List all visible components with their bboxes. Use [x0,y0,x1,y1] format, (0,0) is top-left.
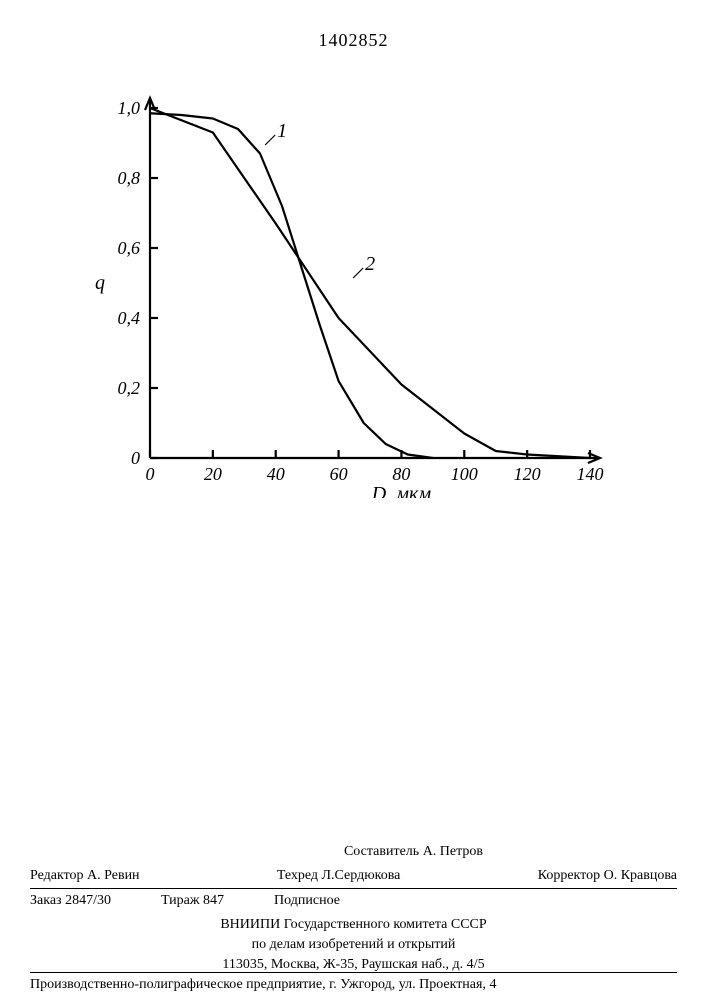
svg-text:20: 20 [204,464,222,484]
editor-cell: Редактор А. Ревин [30,868,140,884]
corrector-label: Корректор [538,868,600,883]
chart-container: 0 0,2 0,4 0,6 0,8 1,0 0 20 40 60 80 100 120 140 q D, мк… [75,78,615,503]
line-chart: 0 0,2 0,4 0,6 0,8 1,0 0 20 40 60 80 100 120 140 q D, мк… [75,78,615,498]
order-label: Заказ [30,893,62,908]
order-value: 2847/30 [65,893,111,908]
compiler-name: А. Петров [423,844,483,859]
document-number: 1402852 [0,30,707,51]
footer-org-1: ВНИИПИ Государственного комитета СССР [30,913,677,937]
svg-text:1,0: 1,0 [118,98,141,118]
footer-bottom: Производственно-полиграфическое предприя… [30,972,677,993]
svg-text:q: q [95,272,105,294]
svg-text:0: 0 [131,448,140,468]
tech-name: Л.Сердюкова [322,868,401,883]
svg-text:D, мкм: D, мкм [371,483,432,498]
sub-cell: Подписное [274,893,340,909]
svg-text:120: 120 [514,464,541,484]
tech-cell: Техред Л.Сердюкова [277,868,401,884]
footer-org-2: по делам изобретений и открытий [30,937,677,957]
svg-text:2: 2 [365,253,375,275]
svg-text:0: 0 [146,464,155,484]
svg-text:0,2: 0,2 [118,378,141,398]
footer-row-order: Заказ 2847/30 Тираж 847 Подписное [30,889,677,913]
editor-label: Редактор [30,868,84,883]
svg-text:0,4: 0,4 [118,308,141,328]
svg-text:80: 80 [392,464,410,484]
editor-name: А. Ревин [87,868,140,883]
footer-row-credits: Редактор А. Ревин Техред Л.Сердюкова Кор… [30,864,677,889]
corrector-cell: Корректор О. Кравцова [538,868,677,884]
order-cell: Заказ 2847/30 [30,893,111,909]
tirazh-cell: Тираж 847 [161,893,224,909]
tech-label: Техред [277,868,318,883]
footer-block: Составитель А. Петров Редактор А. Ревин … [30,840,677,977]
corrector-name: О. Кравцова [604,868,677,883]
page: 1402852 0 0,2 0,4 0,6 0,8 1,0 0 20 40 60 80 100 120 1… [0,0,707,1000]
svg-text:0,6: 0,6 [118,238,141,258]
compiler-label: Составитель [344,844,419,859]
svg-text:140: 140 [577,464,604,484]
svg-text:60: 60 [330,464,348,484]
svg-text:0,8: 0,8 [118,168,141,188]
tirazh-value: 847 [203,893,224,908]
tirazh-label: Тираж [161,893,200,908]
svg-text:100: 100 [451,464,478,484]
svg-text:1: 1 [277,120,287,142]
svg-text:40: 40 [267,464,285,484]
footer-row-compiler: Составитель А. Петров [30,840,677,864]
